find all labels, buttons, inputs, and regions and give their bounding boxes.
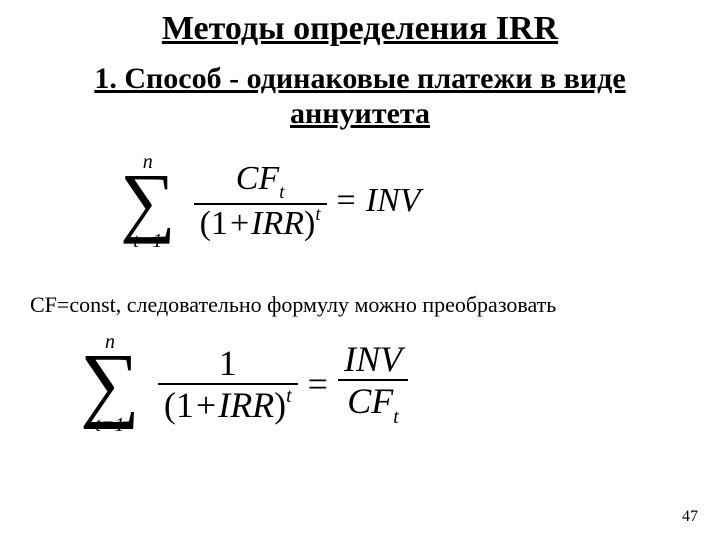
den2-rparen: ): [274, 385, 286, 425]
slide-title: Методы определения IRR: [0, 10, 720, 48]
den2-lparen: (1: [164, 385, 194, 425]
rhs-1: INV: [366, 182, 421, 220]
fraction-1-den: (1+IRR)t: [194, 206, 327, 242]
fraction-3: INV CFt: [338, 340, 408, 427]
sigma-1: n ∑ t=1: [120, 152, 176, 251]
sigma-icon: ∑: [120, 172, 176, 231]
slide-subtitle: 1. Способ - одинаковые платежи в виде ан…: [0, 62, 720, 131]
den2-plus: +: [194, 385, 218, 425]
fraction-3-den: CFt: [341, 382, 405, 427]
subtitle-line-1: 1. Способ - одинаковые платежи в виде: [94, 62, 625, 95]
subtitle-line-2: аннуитета: [290, 97, 430, 130]
slide: Методы определения IRR 1. Способ - одина…: [0, 0, 720, 540]
sigma-2-lower: t=1: [95, 415, 124, 435]
sigma-1-lower: t=1: [133, 231, 162, 251]
equals-1: =: [331, 182, 362, 220]
sigma-2: n ∑ t=1: [80, 332, 140, 435]
equals-2: =: [302, 363, 334, 405]
fraction-2-num: 1: [213, 344, 243, 382]
rhs-cf-sub: t: [393, 406, 399, 428]
cf-sub: t: [279, 182, 284, 203]
den2-exp: t: [286, 385, 292, 407]
fraction-2: 1 (1+IRR)t: [158, 344, 298, 424]
fraction-1: CFt (1+IRR)t: [194, 161, 327, 243]
fraction-3-num: INV: [338, 340, 408, 378]
den1-plus: +: [228, 205, 251, 242]
page-number: 47: [682, 508, 698, 526]
fraction-1-num: CFt: [230, 161, 291, 203]
den1-irr: IRR: [251, 205, 304, 242]
cf-var: CF: [236, 160, 279, 197]
den1-exp: t: [315, 204, 320, 225]
den1-rparen: ): [304, 205, 315, 242]
note-text: CF=const, следовательно формулу можно пр…: [30, 292, 556, 318]
rhs-cf: CF: [347, 381, 393, 421]
fraction-2-den: (1+IRR)t: [158, 386, 298, 424]
formula-1: n ∑ t=1 CFt (1+IRR)t = INV: [120, 152, 600, 262]
den1-lparen: (1: [200, 205, 228, 242]
den2-irr: IRR: [218, 385, 274, 425]
formula-2: n ∑ t=1 1 (1+IRR)t = INV CFt: [80, 332, 640, 452]
sigma-icon: ∑: [80, 352, 140, 415]
